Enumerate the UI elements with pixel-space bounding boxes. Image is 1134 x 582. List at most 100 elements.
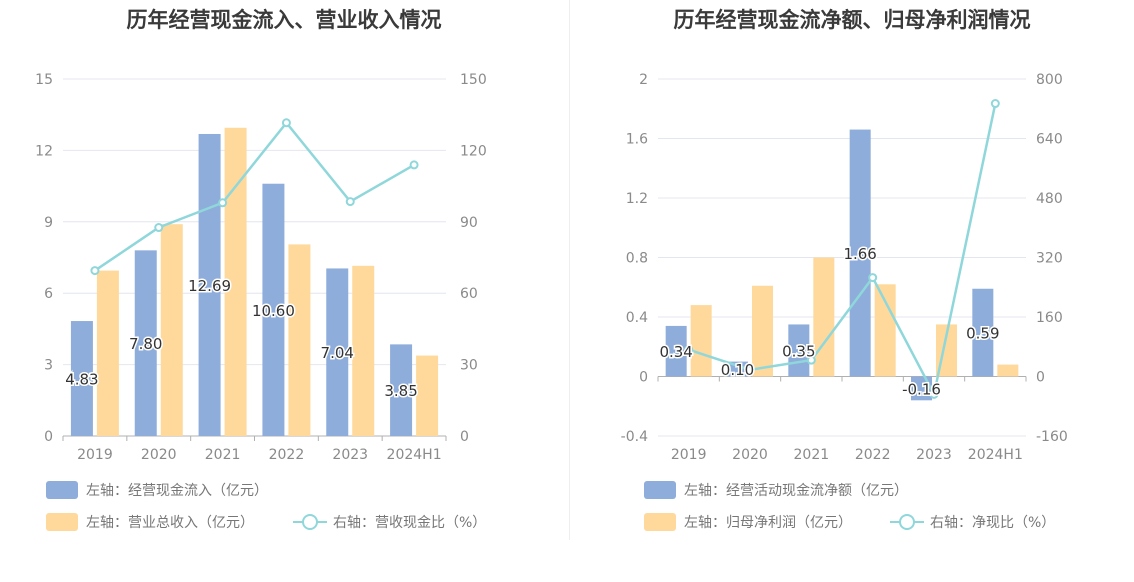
bar-secondary: [96, 270, 119, 436]
bar-secondary: [752, 285, 773, 377]
bar-secondary: [690, 305, 712, 377]
legend-label: 左轴：经营现金流入（亿元）: [86, 483, 268, 499]
y-tick-label-right: 150: [460, 72, 487, 88]
line-point: [409, 160, 419, 170]
x-tick-label: 2021: [794, 447, 830, 463]
bar-primary: [70, 321, 93, 436]
bar-secondary: [874, 284, 896, 377]
legend-label: 右轴：净现比（%）: [930, 515, 1056, 531]
y-tick-label-right: 0: [460, 429, 469, 445]
bar-secondary: [997, 364, 1019, 377]
line-point: [868, 273, 878, 283]
x-tick-label: 2021: [205, 447, 241, 463]
legend-item-revenue-cash-ratio[interactable]: 右轴：营收现金比（%）: [293, 511, 486, 533]
line-point: [806, 355, 816, 365]
y-tick-label-right: 480: [1036, 191, 1063, 207]
legend-label: 左轴：经营活动现金流净额（亿元）: [684, 483, 908, 499]
data-label: 4.83: [65, 371, 98, 389]
legend-item-revenue[interactable]: 左轴：营业总收入（亿元）: [46, 511, 254, 533]
data-label: 7.80: [129, 335, 162, 353]
bar-primary: [972, 288, 994, 377]
chart-panel-net-cashflow-profit: 历年经营现金流净额、归母净利润情况 -0.4 0 0.4 0.8 1.2 1.6 2 -160…: [570, 0, 1134, 582]
legend-item-cash-inflow[interactable]: 左轴：经营现金流入（亿元）: [46, 479, 268, 501]
bar-primary: [849, 129, 871, 377]
y-tick-label-left: 12: [35, 143, 53, 159]
y-tick-label-left: 1.2: [626, 191, 648, 207]
chart-title: 历年经营现金流净额、归母净利润情况: [673, 8, 1031, 32]
legend-label: 左轴：营业总收入（亿元）: [86, 515, 254, 531]
x-tick-label: 2019: [77, 447, 113, 463]
y-tick-label-left: 15: [35, 72, 53, 88]
chart-plot: -0.4 0 0.4 0.8 1.2 1.6 2 -160 0 160 320 480 640 800 20…: [621, 72, 1068, 463]
line-point: [345, 197, 355, 207]
legend-swatch: [890, 513, 924, 531]
y-tick-label-left: 0: [44, 429, 53, 445]
x-tick-label: 2020: [732, 447, 768, 463]
y-tick-label-left: 0.4: [626, 310, 648, 326]
legend-item-net-cash-ratio[interactable]: 右轴：净现比（%）: [890, 511, 1055, 533]
panel-divider: [569, 0, 570, 540]
y-tick-label-left: 0.8: [626, 251, 648, 267]
line-series: [94, 120, 415, 272]
y-tick-label-left: 2: [639, 72, 648, 88]
x-tick-label: 2024H1: [968, 447, 1023, 463]
y-tick-label-right: 60: [460, 286, 478, 302]
data-label: 0.10: [721, 361, 754, 379]
data-label: -0.16: [902, 380, 941, 398]
y-tick-label-left: -0.4: [621, 429, 648, 445]
x-tick-label: 2023: [332, 447, 368, 463]
x-tick-label: 2024H1: [387, 447, 442, 463]
legend-label: 左轴：归母净利润（亿元）: [684, 515, 852, 531]
y-tick-label-right: 800: [1036, 72, 1063, 88]
data-label: 12.69: [188, 277, 231, 295]
x-tick-label: 2023: [916, 447, 952, 463]
y-tick-label-right: -160: [1036, 429, 1068, 445]
data-label: 1.66: [843, 245, 876, 263]
x-tick-label: 2019: [671, 447, 707, 463]
bar-primary: [727, 361, 748, 377]
legend-swatch: [644, 481, 676, 499]
y-tick-label-right: 160: [1036, 310, 1063, 326]
data-label: 0.34: [659, 343, 692, 361]
x-tick-label: 2022: [269, 447, 305, 463]
bar-secondary: [416, 355, 439, 436]
line-series: [688, 103, 997, 399]
line-point: [218, 198, 228, 208]
bar-primary: [326, 268, 349, 436]
data-label: 0.59: [966, 325, 999, 343]
y-tick-label-left: 1.6: [626, 132, 648, 148]
bar-secondary: [288, 244, 311, 436]
legend-item-net-profit[interactable]: 左轴：归母净利润（亿元）: [644, 511, 852, 533]
y-tick-label-left: 6: [44, 286, 53, 302]
legend-swatch: [46, 513, 78, 531]
y-tick-label-right: 120: [460, 143, 487, 159]
y-tick-label-right: 320: [1036, 251, 1063, 267]
y-tick-label-right: 640: [1036, 132, 1063, 148]
bar-primary: [262, 183, 285, 436]
line-point: [745, 365, 755, 375]
x-tick-label: 2020: [141, 447, 177, 463]
legend-item-net-cashflow[interactable]: 左轴：经营活动现金流净额（亿元）: [644, 479, 908, 501]
y-tick-label-left: 0: [639, 370, 648, 386]
data-label: 0.35: [782, 342, 815, 360]
data-label: 7.04: [321, 344, 354, 362]
line-point: [90, 266, 100, 276]
bar-primary: [390, 344, 413, 436]
line-point: [684, 345, 694, 355]
y-tick-label-right: 30: [460, 358, 478, 374]
legend-label: 右轴：营收现金比（%）: [333, 515, 487, 531]
chart-title: 历年经营现金流入、营业收入情况: [126, 8, 442, 32]
line-point: [154, 223, 164, 233]
bar-primary: [134, 250, 157, 436]
legend-swatch: [644, 513, 676, 531]
chart-panel-cash-inflow-revenue: 历年经营现金流入、营业收入情况 0 3 6 9 12 15 0 30 60 90 120 150 201…: [35, 8, 487, 533]
data-label: 10.60: [252, 302, 295, 320]
y-tick-label-right: 90: [460, 215, 478, 231]
line-point: [990, 99, 1000, 109]
legend-swatch: [293, 513, 327, 531]
y-tick-label-right: 0: [1036, 370, 1045, 386]
bar-secondary: [224, 127, 247, 436]
x-tick-label: 2022: [855, 447, 891, 463]
y-tick-label-left: 3: [44, 358, 53, 374]
